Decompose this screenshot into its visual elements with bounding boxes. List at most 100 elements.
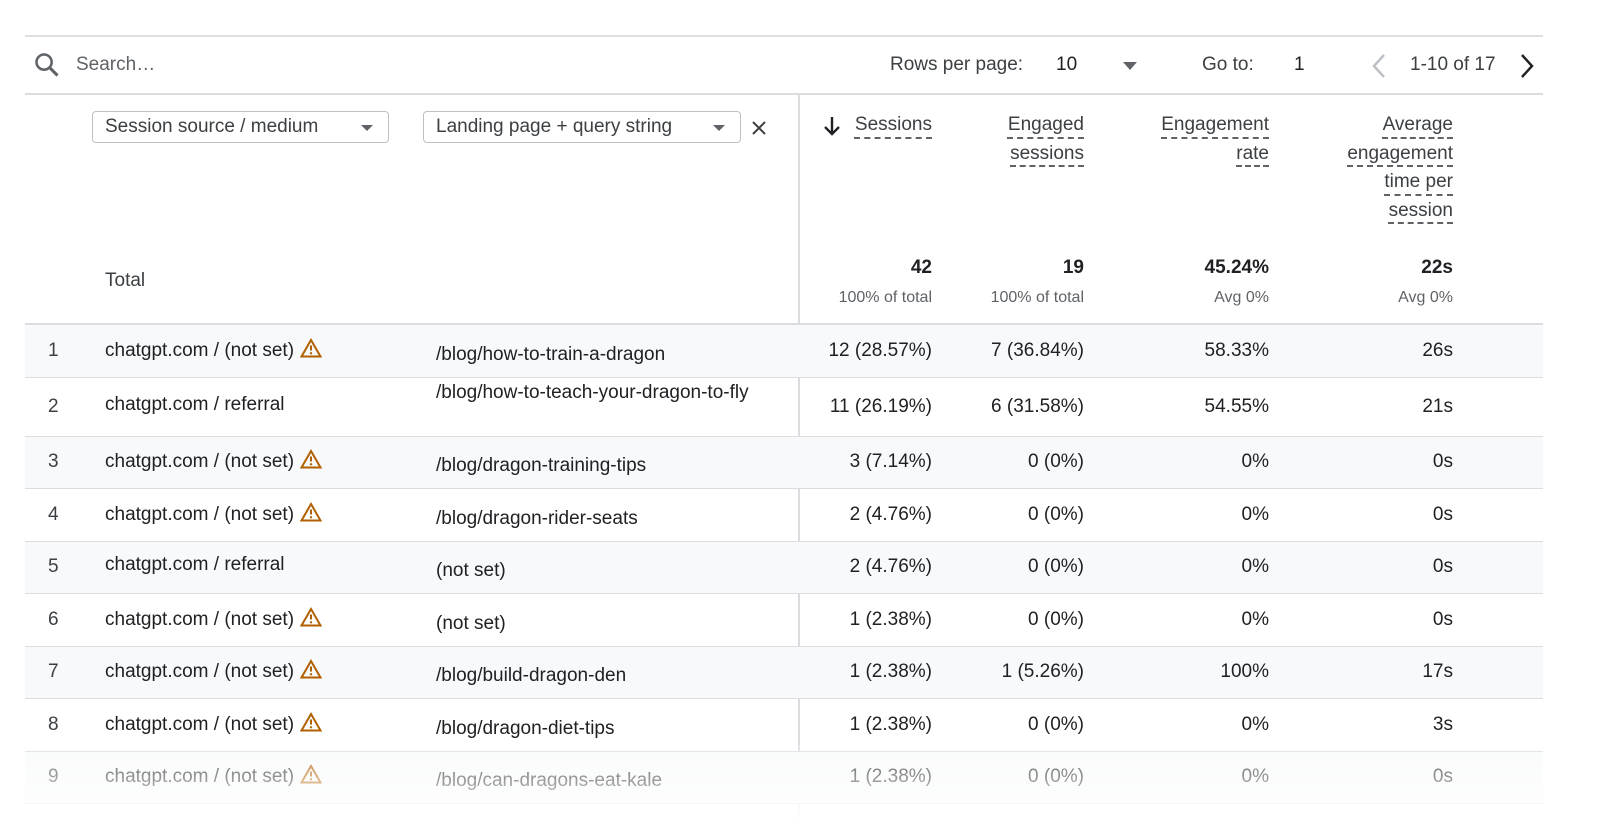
dimension-label: Session source / medium — [105, 116, 319, 137]
source-medium: chatgpt.com / (not set) — [105, 337, 323, 362]
metric-header[interactable]: Engagement rate — [1149, 111, 1269, 168]
metric-cell: 58.33% — [1204, 339, 1269, 361]
metric-header[interactable]: Average engagement time per session — [1333, 111, 1453, 225]
total-note: 100% of total — [990, 289, 1084, 306]
table-row: 7 chatgpt.com / (not set) /blog/build-drag… — [25, 646, 1543, 699]
source-medium: chatgpt.com / (not set) — [105, 659, 323, 683]
source-medium: chatgpt.com / (not set) — [105, 711, 323, 736]
table-row: 6 chatgpt.com / (not set) (not set) 1 (2.38… — [25, 594, 1543, 647]
metric-cell: 6 (31.58%) — [991, 395, 1084, 417]
table-row: 2 chatgpt.com / referral/blog/how-to-teac… — [25, 378, 1543, 437]
metric-cell: 3s — [1432, 713, 1453, 735]
metric-cell: 7 (36.84%) — [991, 339, 1084, 361]
table-row: 5 chatgpt.com / referral (not set) 2 (4.76%… — [25, 541, 1543, 594]
total-value: 19 — [1062, 257, 1084, 278]
metric-header[interactable]: Engaged sessions — [994, 111, 1084, 168]
metric-cell: 0% — [1241, 713, 1269, 735]
dropdown-arrow[interactable] — [1122, 61, 1138, 71]
metric-header[interactable]: Sessions — [822, 111, 932, 140]
warning-icon[interactable] — [299, 501, 323, 522]
warning-icon[interactable] — [299, 337, 323, 358]
total-label: Total — [105, 270, 146, 291]
metric-cell: 0% — [1241, 608, 1269, 630]
source-medium: chatgpt.com / referral — [105, 554, 285, 576]
source-medium: chatgpt.com / (not set) — [105, 449, 323, 473]
dropdown-arrow — [361, 125, 373, 131]
total-note: Avg 0% — [1214, 289, 1269, 306]
landing-page: /blog/how-to-teach-your-dragon-to-fly — [436, 381, 749, 403]
sort-arrow[interactable] — [822, 115, 842, 137]
next-page[interactable] — [1519, 53, 1535, 79]
scroll-fade — [0, 745, 1600, 820]
landing-page: /blog/dragon-diet-tips — [436, 717, 615, 739]
table-header: Session source / medium Landing page + q… — [25, 93, 1543, 325]
metric-cell: 11 (26.19%) — [829, 395, 932, 417]
warning-icon[interactable] — [299, 606, 323, 627]
metric-header-label: Average engagement time per session — [1347, 114, 1453, 221]
metric-cell: 0 (0%) — [1028, 713, 1084, 735]
report-table: Search… Rows per page: 10 Go to: 1 1-10 … — [25, 35, 1543, 820]
source-medium: chatgpt.com / (not set) — [105, 606, 323, 631]
metric-header-label: Engaged sessions — [1007, 114, 1084, 164]
metric-cell: 12 (28.57%) — [828, 339, 932, 361]
warning-icon[interactable] — [299, 449, 323, 469]
metric-cell: 2 (4.76%) — [849, 556, 932, 578]
dimension-chip[interactable]: Session source / medium — [92, 111, 389, 143]
metric-cell: 0 (0%) — [1028, 503, 1084, 525]
metric-cell: 54.55% — [1204, 395, 1269, 417]
rows-per-page-label: Rows per page: — [890, 54, 1024, 75]
metric-cell: 100% — [1220, 661, 1269, 683]
metric-cell: 2 (4.76%) — [849, 503, 932, 525]
goto-input[interactable]: 1 — [1294, 54, 1305, 75]
table-row: 3 chatgpt.com / (not set) /blog/dragon-tra… — [25, 436, 1543, 489]
total-value: 42 — [910, 257, 932, 278]
landing-page: /blog/how-to-train-a-dragon — [436, 343, 666, 365]
metric-header-label: Engagement rate — [1161, 114, 1269, 164]
dropdown-arrow — [713, 125, 725, 131]
metric-cell: 0% — [1241, 451, 1269, 473]
metric-cell: 0s — [1432, 503, 1453, 525]
total-value: 22s — [1421, 257, 1453, 278]
source-medium: chatgpt.com / referral — [105, 393, 285, 415]
row-index: 8 — [48, 713, 59, 735]
total-value: 45.24% — [1204, 257, 1269, 278]
row-index: 4 — [48, 503, 59, 525]
table-body: 1 chatgpt.com / (not set) /blog/how-to-tra… — [25, 325, 1543, 804]
row-index: 7 — [48, 661, 59, 683]
landing-page: /blog/dragon-rider-seats — [436, 507, 638, 529]
dimension-chip[interactable]: Landing page + query string — [423, 111, 741, 143]
search-icon[interactable] — [33, 51, 61, 79]
metric-header-label: Sessions — [854, 114, 932, 135]
toolbar: Search… Rows per page: 10 Go to: 1 1-10 … — [25, 35, 1543, 95]
landing-page: (not set) — [436, 612, 506, 634]
landing-page: /blog/build-dragon-den — [436, 665, 627, 687]
metric-cell: 0 (0%) — [1028, 451, 1084, 473]
metric-cell: 1 (2.38%) — [849, 608, 932, 630]
warning-icon[interactable] — [299, 711, 323, 732]
pagination-text: 1-10 of 17 — [1410, 54, 1496, 75]
source-medium: chatgpt.com / (not set) — [105, 501, 323, 526]
row-index: 6 — [48, 608, 59, 630]
rows-per-page-select[interactable]: 10 — [1056, 54, 1078, 75]
prev-page[interactable] — [1371, 53, 1387, 79]
remove-dimension[interactable] — [751, 120, 767, 136]
table-row: 8 chatgpt.com / (not set) /blog/dragon-die… — [25, 699, 1543, 752]
metric-cell: 21s — [1422, 395, 1453, 417]
row-index: 3 — [48, 451, 59, 473]
goto-label: Go to: — [1202, 54, 1254, 75]
search-input[interactable]: Search… — [76, 54, 156, 75]
metric-cell: 1 (2.38%) — [849, 713, 932, 735]
metric-cell: 0% — [1241, 556, 1269, 578]
metric-cell: 0s — [1432, 451, 1453, 473]
metric-cell: 0 (0%) — [1028, 556, 1084, 578]
total-note: Avg 0% — [1398, 289, 1453, 306]
landing-page: (not set) — [436, 560, 506, 582]
warning-icon[interactable] — [299, 659, 323, 679]
metric-cell: 0s — [1432, 608, 1453, 630]
metric-cell: 1 (5.26%) — [1001, 661, 1084, 683]
metric-cell: 26s — [1422, 339, 1453, 361]
metric-cell: 17s — [1422, 661, 1453, 683]
metric-cell: 3 (7.14%) — [849, 451, 932, 473]
row-index: 2 — [48, 395, 59, 417]
